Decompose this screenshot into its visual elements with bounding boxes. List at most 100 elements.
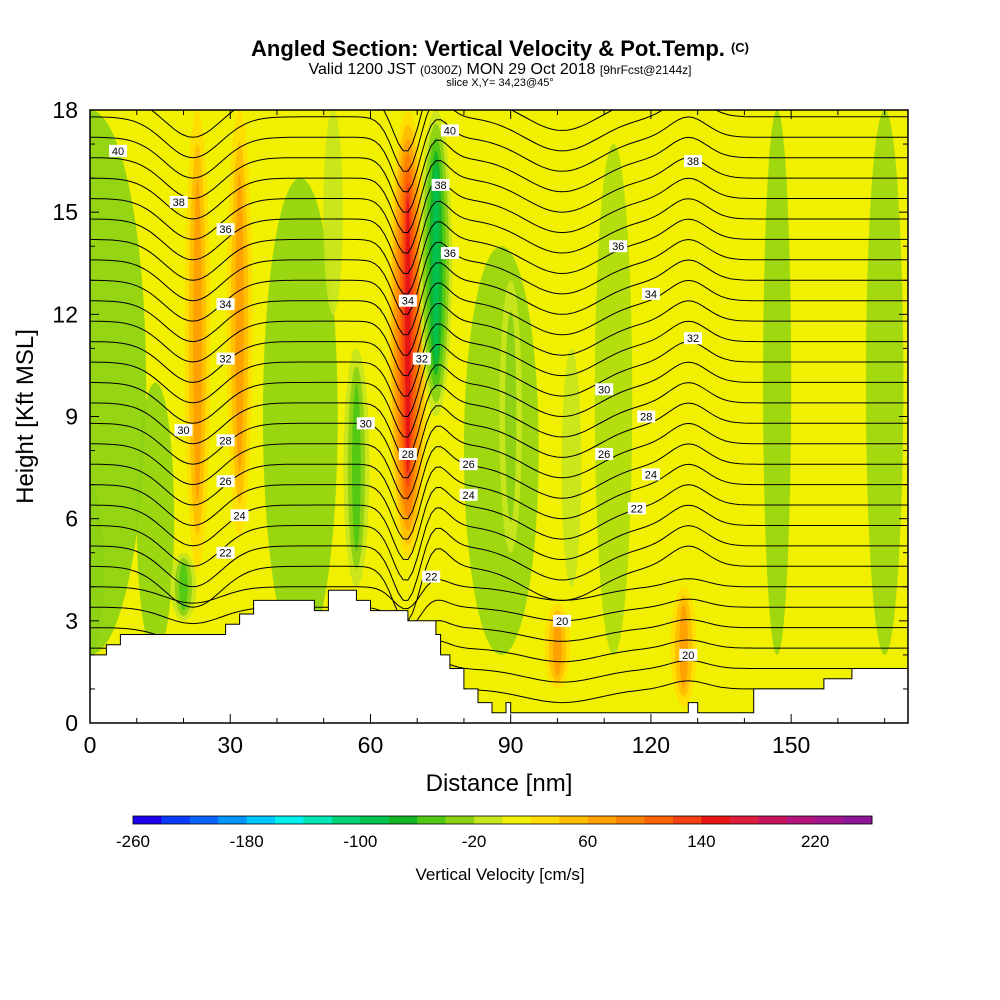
colorbar-swatch — [417, 816, 447, 824]
velocity-core-0 — [184, 110, 211, 570]
x-tick-label: 0 — [84, 732, 97, 758]
isentrope-label-bg — [440, 247, 459, 260]
isentrope-label-bg — [109, 144, 128, 157]
y-axis-label: Height [Kft MSL] — [12, 329, 39, 504]
isentrope-line-5 — [90, 578, 908, 610]
isentrope-line-26 — [90, 136, 908, 213]
velocity-core-7 — [561, 348, 582, 587]
isentrope-label-bg — [174, 424, 193, 437]
colorbar-swatch — [758, 816, 788, 824]
colorbar: -260 -180 -100 -20 60 140 220 Vertical Velocity… — [116, 815, 873, 884]
isentrope-label-bg — [440, 124, 459, 137]
isentrope-label-text: 26 — [219, 476, 231, 488]
isentrope-label-text: 28 — [640, 412, 652, 424]
isentrope-label-bg — [431, 178, 450, 191]
valid-date: MON 29 Oct 2018 — [466, 61, 596, 78]
colorbar-swatch — [673, 816, 702, 824]
isentrope-label-7: 26 — [216, 475, 235, 488]
isentrope-label-text: 36 — [219, 224, 231, 236]
colorbar-swatch — [331, 816, 361, 824]
x-tick-label: 150 — [772, 732, 810, 758]
isentrope-line-4 — [90, 598, 908, 630]
isentrope-label-text: 24 — [233, 510, 245, 522]
isentrope-label-9: 22 — [216, 546, 235, 560]
isentrope-label-bg — [216, 298, 235, 311]
isentrope-label-text: 36 — [444, 248, 456, 260]
isentrope-label-text: 30 — [177, 425, 189, 437]
isentrope-label-27: 24 — [641, 468, 660, 481]
isentrope-label-text: 24 — [462, 490, 474, 502]
isentrope-label-text: 20 — [682, 650, 694, 662]
field-patch-6 — [594, 144, 633, 655]
isentrope-label-bg — [356, 417, 375, 430]
isentrope-label-21: 36 — [609, 240, 628, 253]
isentrope-label-22: 34 — [641, 287, 660, 301]
core-layer — [323, 110, 343, 315]
colorbar-swatch — [445, 816, 475, 824]
colorbar-swatch — [189, 816, 219, 824]
y-tick-label: 18 — [52, 97, 78, 123]
velocity-core-10 — [670, 586, 697, 706]
velocity-core-4 — [343, 348, 370, 587]
isentrope-label-23: 32 — [683, 332, 702, 345]
isentrope-label-text: 34 — [402, 296, 414, 308]
colorbar-swatch — [644, 816, 674, 824]
isentrope-label-text: 32 — [219, 354, 231, 366]
isentrope-line-23 — [90, 198, 908, 275]
isentrope-label-28: 22 — [627, 502, 646, 515]
colorbar-swatch — [360, 816, 390, 824]
colorbar-swatch — [530, 816, 560, 824]
x-tick-label: 90 — [498, 732, 524, 758]
x-axis-label: Distance [nm] — [426, 770, 573, 797]
velocity-core-5 — [323, 110, 343, 315]
isentrope-label-text: 20 — [556, 616, 568, 628]
forecast-info: [9hrFcst@2144z] — [599, 63, 692, 77]
isentrope-label-text: 30 — [360, 418, 372, 430]
colorbar-frame — [132, 815, 873, 825]
chart-title: Angled Section: Vertical Velocity & Pot.… — [251, 36, 749, 61]
y-tick-label: 0 — [65, 710, 78, 736]
isentrope-label-bg — [412, 352, 431, 365]
isentrope-label-bg — [398, 294, 417, 307]
isentrope-line-14 — [90, 382, 908, 458]
isentrope-label-bg — [609, 240, 628, 253]
isentrope-label-text: 22 — [425, 572, 437, 584]
isentrope-label-text: 28 — [402, 449, 414, 461]
core-layer — [561, 348, 582, 587]
isentrope-label-text: 22 — [631, 503, 643, 515]
colorbar-tick-label: -100 — [343, 832, 377, 851]
isentrope-label-bg — [216, 352, 235, 365]
isentrope-label-bg — [683, 155, 702, 168]
field-patch-1 — [136, 382, 175, 655]
isentrope-label-bg — [216, 223, 235, 236]
isentrope-label-30: 20 — [679, 648, 698, 662]
isentrope-line-29 — [150, 110, 614, 152]
velocity-field — [90, 110, 908, 723]
colorbar-tick-label: -180 — [230, 832, 264, 851]
core-layer — [679, 604, 688, 689]
colorbar-swatch — [815, 816, 845, 824]
isentrope-line-8 — [90, 504, 908, 581]
isentrope-label-1: 38 — [169, 195, 188, 209]
isentrope-line-12 — [90, 422, 908, 499]
isentrope-line-6 — [90, 545, 908, 622]
isentrope-label-bg — [637, 410, 656, 423]
isentrope-label-26: 26 — [595, 447, 614, 461]
y-tick-label: 6 — [65, 506, 78, 532]
colorbar-swatch — [133, 816, 162, 824]
isentrope-label-bg — [627, 502, 646, 515]
isentrope-line-28 — [90, 110, 908, 172]
isentrope-label-25: 28 — [637, 410, 656, 424]
isentrope-label-text: 34 — [219, 299, 231, 311]
isentrope-line-15 — [90, 361, 908, 438]
isentrope-label-text: 28 — [219, 435, 231, 447]
isentrope-label-text: 26 — [598, 449, 610, 461]
colorbar-swatch — [218, 816, 248, 824]
valid-utc: (0300Z) — [420, 63, 463, 77]
isentrope-label-bg — [595, 383, 614, 396]
isentrope-label-15: 30 — [356, 417, 375, 430]
isentrope-label-text: 32 — [687, 333, 699, 345]
colorbar-tick-label: 220 — [801, 832, 829, 851]
